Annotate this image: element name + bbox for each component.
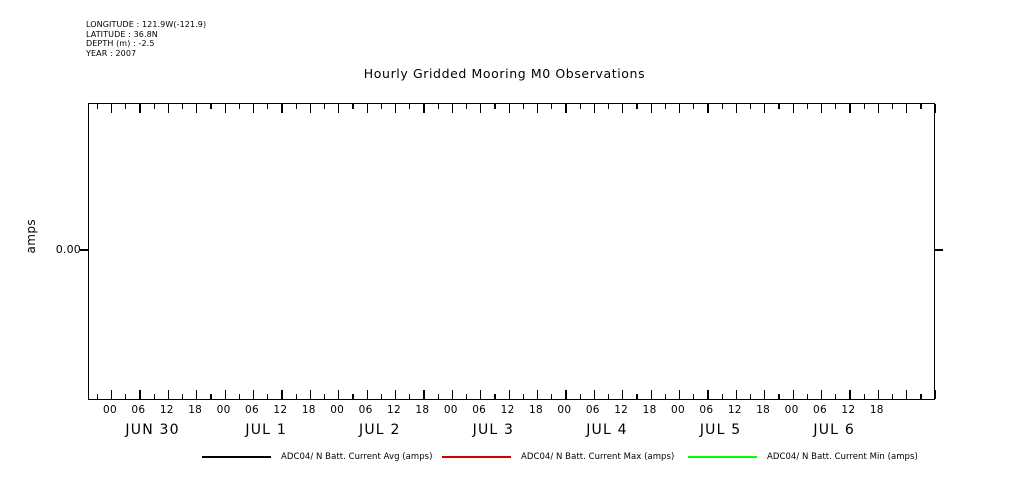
x-axis-hour-label: 12: [273, 404, 288, 416]
x-axis-hour-label: 06: [245, 404, 259, 416]
legend-line-swatch: [202, 456, 271, 458]
x-axis-hour-label: 18: [415, 404, 430, 416]
x-axis-day-label: JUL 4: [586, 422, 628, 438]
y-axis-tick-mark-left: [80, 249, 88, 251]
legend-entry: ADC04/ N Batt. Current Min (amps): [688, 448, 918, 466]
x-axis-hour-label: 12: [387, 404, 401, 416]
x-axis-hour-label: 06: [813, 404, 827, 416]
x-axis-day-label: JUL 1: [245, 422, 287, 438]
x-axis-day-label: JUL 3: [472, 422, 515, 438]
metadata-longitude: LONGITUDE : 121.9W(-121.9): [86, 20, 207, 29]
legend-label: ADC04/ N Batt. Current Min (amps): [767, 452, 918, 462]
x-axis-hour-label: 12: [500, 404, 515, 416]
legend-label: ADC04/ N Batt. Current Avg (amps): [281, 452, 433, 462]
metadata-depth: DEPTH (m) : -2.5: [86, 39, 155, 49]
x-axis-hour-label: 00: [216, 404, 231, 416]
x-axis-hour-label: 06: [585, 404, 600, 416]
x-axis-hour-label: 06: [131, 404, 146, 416]
y-axis-tick-mark-right: [935, 249, 943, 251]
chart-legend: ADC04/ N Batt. Current Avg (amps) ADC04/ …: [0, 448, 1009, 466]
metadata-latitude: LATITUDE : 36.8N: [86, 29, 158, 39]
x-axis-day-label: JUL 2: [359, 422, 401, 438]
data-series-canvas: [89, 104, 934, 399]
legend-entry: ADC04/ N Batt. Current Avg (amps): [202, 448, 433, 466]
legend-label: ADC04/ N Batt. Current Max (amps): [521, 452, 675, 462]
y-axis-label: amps: [24, 219, 38, 254]
x-axis-hour-label: 12: [614, 404, 629, 416]
legend-line-swatch: [688, 456, 757, 458]
x-axis-hour-label: 06: [472, 404, 487, 416]
x-axis-hour-label: 06: [358, 404, 373, 416]
x-axis-hour-label: 12: [841, 404, 856, 416]
x-axis-hour-label: 00: [103, 404, 117, 416]
x-axis-hour-label: 00: [330, 404, 345, 416]
x-axis-hour-label: 18: [869, 404, 884, 416]
x-axis-hour-label: 00: [671, 404, 685, 416]
x-axis-hour-label: 18: [756, 404, 771, 416]
x-axis-hour-label: 00: [557, 404, 572, 416]
axis-tick-major: [934, 104, 936, 113]
x-axis-hour-label: 00: [443, 404, 458, 416]
x-axis-hour-label: 18: [529, 404, 543, 416]
x-axis-hour-label: 18: [642, 404, 657, 416]
metadata-year: YEAR : 2007: [86, 48, 137, 58]
axis-tick-major: [934, 390, 936, 399]
x-axis-hour-label: 12: [159, 404, 174, 416]
x-axis-hour-label: 18: [301, 404, 316, 416]
legend-line-swatch: [442, 456, 511, 458]
station-metadata: LONGITUDE : 121.9W(-121.9) LATITUDE : 36…: [86, 20, 206, 58]
x-axis-day-label: JUL 5: [699, 422, 742, 438]
x-axis-day-label: JUL 6: [813, 422, 855, 438]
x-axis-hour-label: 06: [699, 404, 714, 416]
plot-area: [88, 103, 936, 400]
x-axis-hour-label: 12: [727, 404, 742, 416]
y-axis-tick-label-0: 0.00: [55, 243, 81, 256]
x-axis-day-label: JUN 30: [125, 422, 180, 438]
x-axis-hour-label: 18: [188, 404, 203, 416]
x-axis-hour-label: 00: [784, 404, 799, 416]
legend-entry: ADC04/ N Batt. Current Max (amps): [442, 448, 674, 466]
chart-title: Hourly Gridded Mooring M0 Observations: [363, 66, 646, 81]
